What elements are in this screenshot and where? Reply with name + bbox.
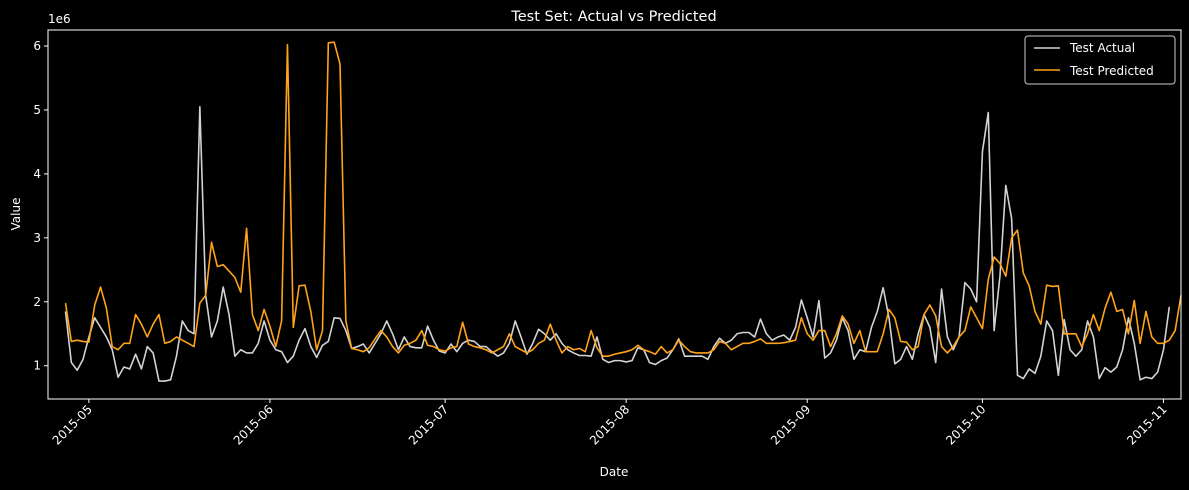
y-tick-label: 1 xyxy=(33,359,41,373)
legend-label-predicted: Test Predicted xyxy=(1069,64,1154,78)
x-axis-label: Date xyxy=(600,465,629,479)
y-tick-label: 6 xyxy=(33,39,41,53)
series-line-test-actual xyxy=(64,105,1171,382)
legend: Test Actual Test Predicted xyxy=(1024,35,1176,85)
y-axis-ticks: 1 2 3 4 5 6 xyxy=(33,39,48,373)
series-line-test-predicted xyxy=(64,41,1182,357)
y-axis-label: Value xyxy=(9,198,23,231)
y-tick-label: 3 xyxy=(33,231,41,245)
legend-box xyxy=(1024,35,1176,85)
y-tick-label: 4 xyxy=(33,167,41,181)
y-tick-label: 5 xyxy=(33,103,41,117)
y-tick-label: 2 xyxy=(33,295,41,309)
plot-frame xyxy=(47,29,1182,400)
plot-lines xyxy=(64,41,1182,382)
legend-label-actual: Test Actual xyxy=(1069,41,1135,55)
chart-title: Test Set: Actual vs Predicted xyxy=(510,9,716,25)
y-multiplier-label: 1e6 xyxy=(48,12,71,26)
